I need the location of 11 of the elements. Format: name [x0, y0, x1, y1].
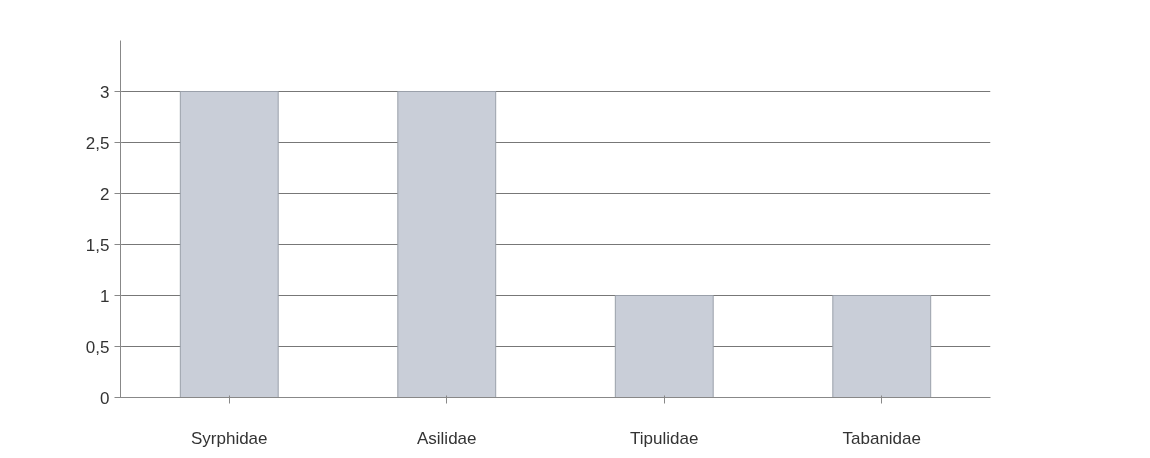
x-tick-label: Asilidae	[416, 428, 477, 448]
y-tick-label: 1,5	[85, 235, 110, 255]
x-tick-label: Tipulidae	[630, 428, 699, 448]
y-tick-label: 2	[100, 184, 110, 204]
x-tick-label: Tabanidae	[842, 428, 921, 448]
y-tick-label: 0	[100, 388, 110, 408]
x-tick-label: Syrphidae	[190, 428, 268, 448]
y-tick-label: 2,5	[85, 133, 110, 153]
y-tick-label: 3	[100, 82, 110, 102]
y-tick-label: 0,5	[85, 337, 110, 357]
y-tick-label: 1	[100, 286, 110, 306]
